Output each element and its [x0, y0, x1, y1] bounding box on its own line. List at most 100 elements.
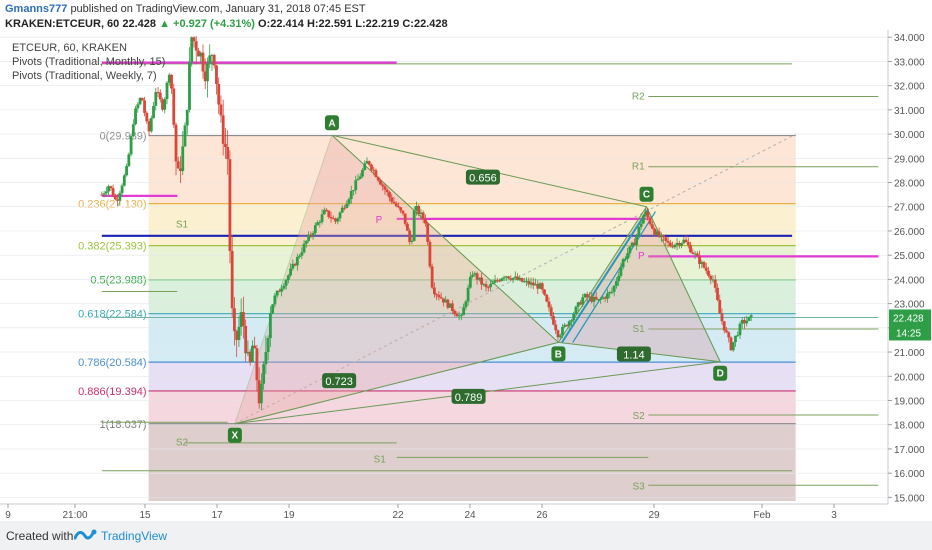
candle-body — [671, 246, 674, 248]
candle-body — [217, 84, 221, 105]
candle-body — [718, 300, 722, 314]
candle-body — [419, 212, 423, 215]
candle-body — [388, 192, 391, 198]
candle-body — [599, 298, 603, 300]
candle-body — [648, 217, 652, 225]
candle-body — [152, 105, 155, 119]
candle-body — [331, 218, 335, 220]
price-tick-label: 30.000 — [894, 130, 925, 141]
candle-body — [545, 294, 549, 302]
candle-body — [529, 282, 533, 285]
time-tick-label: 3 — [831, 510, 837, 521]
fib-level-label: 0.786(20.584) — [78, 357, 147, 369]
candle-body — [228, 159, 232, 251]
candle-body — [311, 233, 315, 236]
candle-body — [349, 190, 353, 200]
candle-body — [284, 279, 288, 286]
candle-body — [707, 270, 710, 276]
candle-body — [493, 280, 497, 283]
countdown-label: 14:25 — [896, 328, 921, 339]
candle-body — [473, 273, 477, 275]
candle-body — [588, 296, 591, 298]
candle-body — [170, 74, 173, 89]
candle-body — [104, 191, 108, 194]
candle-body — [619, 267, 623, 276]
price-chart[interactable]: 0(29.939) 0.236(27.130) 0.382(25.393) 0.5(2… — [0, 30, 932, 521]
fib-zone — [148, 203, 796, 246]
candle-body — [320, 214, 324, 223]
candle-body — [462, 307, 466, 316]
time-tick-label: 17 — [211, 510, 223, 521]
candle-body — [516, 276, 519, 280]
time-tick-label: 21:00 — [62, 510, 87, 521]
candle-body — [731, 342, 735, 351]
candle-body — [226, 146, 230, 160]
candle-body — [666, 240, 670, 243]
candle-body — [502, 277, 506, 279]
author-link[interactable]: Gmanns777 — [5, 3, 68, 15]
pivot-level-label: S3 — [632, 481, 645, 492]
candle-body — [477, 277, 481, 280]
fib-level-label: 0.236(27.130) — [78, 199, 147, 211]
candle-body — [747, 316, 751, 321]
pattern-leg — [331, 134, 559, 343]
ratio-badge — [465, 169, 500, 185]
pivot-level-label: S1 — [632, 324, 645, 335]
pattern-point-label: C — [643, 190, 650, 201]
published-text: published on TradingView.com, January 31… — [70, 3, 366, 15]
candle-body — [536, 283, 540, 289]
candle-body — [174, 124, 178, 162]
candle-body — [538, 283, 542, 289]
candle-body — [264, 352, 268, 365]
candle-body — [127, 154, 131, 167]
price-tick-label: 31.000 — [894, 106, 925, 117]
candle-body — [446, 299, 450, 308]
candle-body — [531, 282, 535, 286]
last-price-badge — [889, 309, 931, 326]
candle-body — [610, 291, 614, 293]
fib-level-label: 0.618(22.584) — [78, 309, 147, 321]
candle-body — [579, 302, 582, 305]
last-price-label: 22.428 — [893, 313, 924, 324]
candle-body — [235, 331, 239, 341]
candle-body — [459, 315, 463, 317]
candle-body — [224, 143, 227, 147]
price-change: ▲ +0.927 (+4.31%) — [159, 18, 255, 30]
candle-body — [426, 223, 430, 242]
tradingview-link[interactable]: TradingView — [101, 529, 168, 543]
candle-body — [163, 99, 167, 110]
candle-body — [365, 161, 369, 164]
price-tick-label: 16.000 — [894, 469, 925, 480]
candle-body — [491, 282, 495, 285]
candle-body — [415, 206, 418, 211]
candle-body — [614, 281, 618, 286]
candle-body — [129, 136, 133, 155]
candle-body — [659, 234, 663, 237]
candle-body — [392, 201, 396, 204]
candle-body — [572, 313, 576, 321]
candle-body — [277, 290, 281, 292]
candle-body — [608, 292, 612, 294]
candle-body — [725, 330, 728, 333]
candle-body — [372, 169, 376, 171]
pattern-leg — [234, 341, 559, 425]
candle-body — [464, 301, 468, 308]
candle-body — [653, 228, 656, 235]
candle-body — [727, 332, 731, 338]
candle-body — [597, 299, 600, 301]
candle-body — [583, 293, 587, 298]
candle-body — [664, 237, 668, 241]
pattern-point-label: D — [717, 369, 724, 380]
candle-body — [161, 99, 164, 110]
candle-body — [167, 74, 171, 83]
candle-body — [435, 294, 439, 296]
candle-body — [700, 262, 704, 264]
candle-body — [158, 92, 162, 100]
pattern-point-label: A — [328, 118, 335, 129]
candle-body — [471, 274, 474, 277]
candle-body — [165, 82, 169, 100]
candle-body — [374, 170, 378, 178]
pattern-point-label: B — [555, 349, 562, 360]
candle-body — [722, 321, 726, 331]
candle-body — [354, 180, 358, 191]
